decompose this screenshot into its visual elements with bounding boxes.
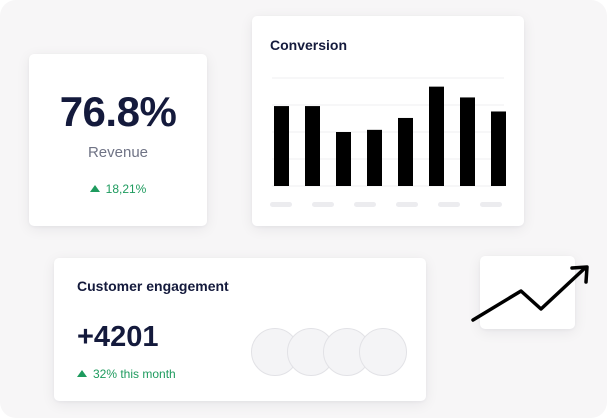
revenue-delta: 18,21% bbox=[29, 182, 207, 196]
triangle-up-icon bbox=[89, 185, 100, 192]
x-label-placeholder bbox=[480, 202, 502, 207]
conversion-bar bbox=[274, 106, 289, 186]
revenue-label: Revenue bbox=[87, 144, 149, 161]
conversion-card: Conversion bbox=[252, 16, 524, 226]
x-label-placeholder bbox=[312, 202, 334, 207]
x-label-placeholder bbox=[396, 202, 418, 207]
conversion-bar bbox=[305, 106, 320, 186]
x-label-placeholder bbox=[438, 202, 460, 207]
conversion-bar bbox=[367, 129, 382, 186]
engagement-card: Customer engagement +4201 32% this month bbox=[54, 258, 426, 401]
conversion-title: Conversion bbox=[270, 37, 348, 53]
conversion-bar bbox=[429, 86, 444, 186]
avatar bbox=[359, 328, 407, 376]
conversion-bar-chart bbox=[270, 77, 506, 207]
engagement-value: +4201 bbox=[77, 321, 159, 353]
conversion-bar bbox=[398, 117, 413, 186]
conversion-bar bbox=[491, 111, 506, 186]
engagement-delta: 32% this month bbox=[77, 367, 176, 381]
triangle-up-icon bbox=[77, 370, 87, 377]
revenue-card: 76.8% Revenue 18,21% bbox=[29, 54, 207, 226]
engagement-title: Customer engagement bbox=[77, 278, 229, 294]
trend-card bbox=[480, 256, 575, 329]
conversion-bar bbox=[336, 132, 351, 186]
x-label-placeholder bbox=[270, 202, 292, 207]
avatar-stack bbox=[251, 328, 407, 378]
conversion-bar bbox=[460, 97, 475, 186]
x-label-placeholder bbox=[354, 202, 376, 207]
engagement-delta-text: 32% this month bbox=[93, 367, 176, 381]
revenue-delta-text: 18,21% bbox=[105, 182, 147, 196]
revenue-value: 76.8% bbox=[59, 88, 177, 135]
